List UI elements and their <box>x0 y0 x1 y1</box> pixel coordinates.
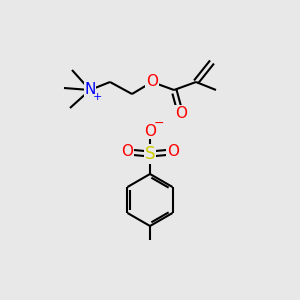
Text: O: O <box>175 106 187 121</box>
Text: O: O <box>144 124 156 139</box>
Text: −: − <box>154 116 164 130</box>
Text: +: + <box>92 92 102 102</box>
Text: O: O <box>146 74 158 88</box>
Text: O: O <box>121 145 133 160</box>
Text: O: O <box>167 145 179 160</box>
Text: S: S <box>145 145 155 163</box>
Text: N: N <box>84 82 96 98</box>
